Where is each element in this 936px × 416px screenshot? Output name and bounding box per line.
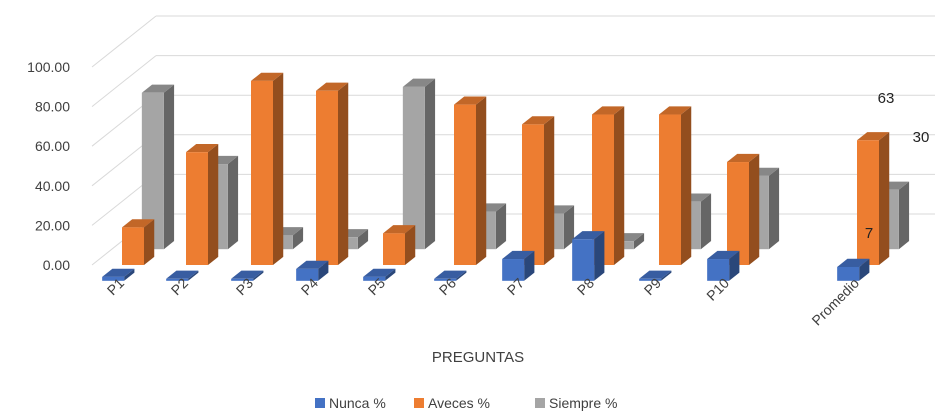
bar-nunca-p6 [434, 270, 467, 281]
bar-nunca-p7 [502, 250, 535, 281]
data-labels: 7 63 30 [865, 90, 930, 242]
bar-nunca-p4 [296, 260, 329, 281]
bar-nunca-promedio [837, 258, 870, 281]
bar-nunca-p9 [639, 270, 672, 281]
bar-aveces-p1 [122, 219, 155, 265]
legend: Nunca % Aveces % Siempre % [315, 395, 617, 411]
y-tick-label: 80.00 [35, 99, 70, 115]
bar-aveces-p9 [659, 106, 692, 266]
x-tick-label: Promedio [808, 275, 862, 329]
y-tick-label: 20.00 [35, 217, 70, 233]
bar-aveces-p7 [522, 116, 555, 265]
data-label: 7 [865, 225, 873, 242]
bar-nunca-p1 [102, 268, 135, 281]
bar-siempre-p5 [402, 78, 436, 250]
legend-label: Siempre % [549, 395, 617, 411]
bar-aveces-promedio [857, 132, 890, 265]
bars [102, 72, 910, 281]
bar-aveces-p3 [251, 72, 284, 265]
legend-swatch [535, 398, 545, 408]
bar-nunca-p5 [363, 268, 396, 281]
bar-nunca-p8 [572, 231, 605, 281]
bar-aveces-p6 [454, 96, 487, 266]
bar-nunca-p3 [231, 270, 264, 281]
y-tick-label: 100.00 [27, 59, 70, 75]
legend-label: Nunca % [329, 395, 386, 411]
legend-swatch [315, 398, 325, 408]
gridline-diagonal [91, 15, 157, 68]
data-label: 63 [878, 90, 895, 107]
x-axis-categories: P1 P2 P3 P4 P5 P6 P7 P8 P9 P10 Promedio [104, 275, 863, 329]
x-axis-title: PREGUNTAS [432, 349, 524, 366]
bar-siempre-p1 [141, 84, 175, 250]
bar-aveces-p10 [727, 153, 760, 265]
bar-aveces-p8 [592, 106, 625, 266]
y-axis-ticks: 0.00 20.00 40.00 60.00 80.00 100.00 [27, 59, 70, 273]
legend-item: Aveces % [414, 395, 490, 411]
bar-aveces-p4 [316, 82, 349, 265]
bar-aveces-p5 [383, 225, 416, 265]
legend-item: Siempre % [535, 395, 617, 411]
legend-swatch [414, 398, 424, 408]
y-tick-label: 40.00 [35, 178, 70, 194]
gridline-diagonal [91, 55, 157, 107]
bar-aveces-p2 [186, 143, 219, 265]
legend-label: Aveces % [428, 395, 490, 411]
data-label: 30 [913, 129, 930, 146]
bar-nunca-p10 [707, 250, 740, 281]
legend-item: Nunca % [315, 395, 386, 411]
y-tick-label: 0.00 [43, 257, 70, 273]
bar-nunca-p2 [166, 270, 199, 281]
y-tick-label: 60.00 [35, 138, 70, 154]
